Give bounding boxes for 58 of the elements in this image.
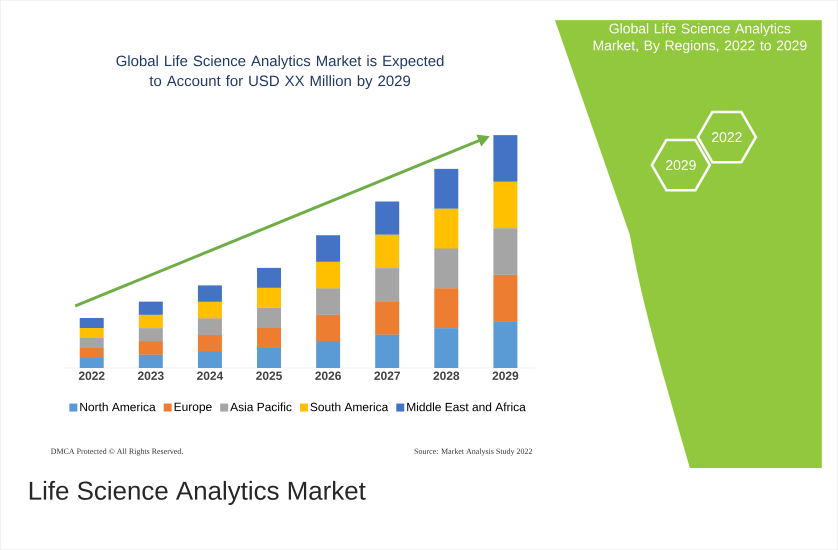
legend-label: South America (310, 402, 388, 412)
bar (257, 288, 282, 308)
text: Life Science Analytics Market (30, 480, 366, 505)
x-tick-label: 2022 (78, 371, 105, 380)
bar (493, 228, 518, 275)
bar (375, 201, 400, 235)
bar (138, 341, 163, 355)
bar (198, 334, 222, 352)
text: Global Life Science Analytics Market, By Regions, 2022 to 2029 (594, 23, 806, 54)
bar (375, 334, 400, 368)
x-tick-label: 2023 (138, 371, 164, 380)
legend-label: Europe (174, 402, 212, 414)
bar (316, 314, 340, 342)
bar (434, 168, 458, 209)
x-tick-label: 2024 (197, 371, 224, 380)
bar (80, 318, 104, 328)
chart-title: Global Life Science Analytics Market is Expected to Account for USD XX Million by 2029 (116, 55, 444, 90)
x-tick-label: 2027 (374, 371, 400, 380)
bar (316, 262, 340, 288)
bar (257, 328, 282, 348)
bar (138, 302, 163, 315)
bar (80, 348, 104, 358)
text: 2022 (712, 132, 742, 142)
bar (375, 234, 400, 268)
bar (434, 288, 458, 328)
bar (493, 182, 518, 228)
bar (138, 354, 163, 368)
bar (257, 268, 282, 288)
bar (198, 318, 222, 335)
bar (434, 328, 458, 368)
legend-label: Asia Pacific (230, 402, 292, 412)
legend-label: Middle East and Africa (407, 402, 526, 412)
bar (434, 208, 458, 248)
x-tick-label: 2025 (256, 371, 282, 380)
bar (493, 135, 518, 182)
legend-label: North America (80, 402, 156, 412)
bar (138, 314, 163, 328)
bar (80, 358, 104, 368)
x-tick-label: 2029 (492, 371, 518, 380)
bar (434, 248, 458, 288)
bar (316, 235, 340, 262)
text: 2029 (666, 160, 696, 170)
bar (493, 321, 518, 368)
x-tick-label: 2028 (433, 371, 460, 380)
bar (375, 301, 400, 335)
bar (316, 341, 340, 368)
bar (257, 348, 282, 368)
bar (198, 285, 222, 302)
x-tick-label: 2026 (315, 371, 341, 380)
bar (80, 338, 104, 348)
bar (375, 268, 400, 302)
bar (80, 328, 104, 338)
bar (257, 308, 282, 328)
bar (493, 274, 518, 322)
bar (198, 302, 222, 318)
bar (198, 351, 222, 368)
bar (138, 328, 163, 342)
bar (316, 288, 340, 315)
